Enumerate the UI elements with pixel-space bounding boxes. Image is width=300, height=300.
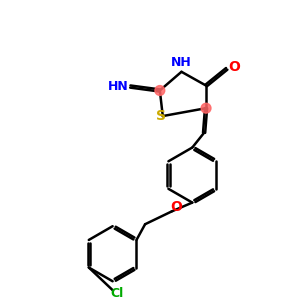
Text: HN: HN [108,80,129,93]
Text: NH: NH [171,56,192,69]
Circle shape [201,103,211,113]
Text: Cl: Cl [110,286,123,300]
Circle shape [155,85,165,95]
Text: O: O [171,200,182,214]
Text: O: O [229,60,241,74]
Text: S: S [156,109,166,123]
